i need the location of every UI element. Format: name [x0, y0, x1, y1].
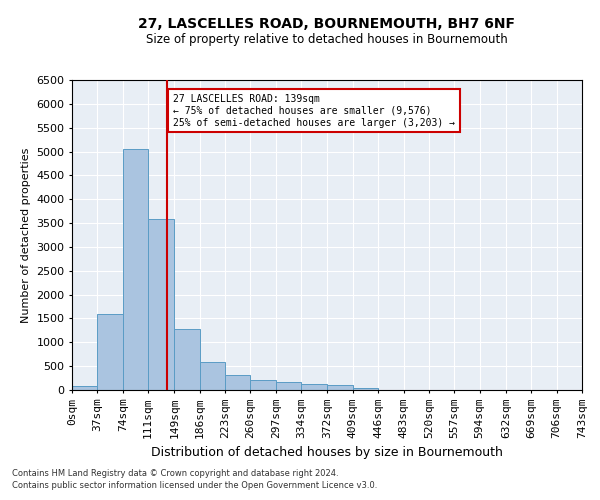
Text: Contains HM Land Registry data © Crown copyright and database right 2024.: Contains HM Land Registry data © Crown c… — [12, 468, 338, 477]
Bar — [200, 362, 225, 390]
Bar — [328, 385, 353, 390]
Bar — [97, 314, 123, 390]
Y-axis label: Number of detached properties: Number of detached properties — [20, 148, 31, 322]
Text: Contains public sector information licensed under the Open Government Licence v3: Contains public sector information licen… — [12, 481, 377, 490]
Bar — [72, 386, 97, 390]
Bar — [353, 388, 378, 390]
Bar — [174, 329, 200, 390]
Text: Distribution of detached houses by size in Bournemouth: Distribution of detached houses by size … — [151, 446, 503, 459]
Bar — [148, 220, 173, 390]
Bar — [250, 380, 276, 390]
Text: Size of property relative to detached houses in Bournemouth: Size of property relative to detached ho… — [146, 32, 508, 46]
Bar — [123, 149, 148, 390]
Text: 27, LASCELLES ROAD, BOURNEMOUTH, BH7 6NF: 27, LASCELLES ROAD, BOURNEMOUTH, BH7 6NF — [139, 18, 515, 32]
Bar — [225, 374, 250, 390]
Text: 27 LASCELLES ROAD: 139sqm
← 75% of detached houses are smaller (9,576)
25% of se: 27 LASCELLES ROAD: 139sqm ← 75% of detac… — [173, 94, 455, 128]
Bar — [301, 384, 326, 390]
Bar — [276, 382, 301, 390]
